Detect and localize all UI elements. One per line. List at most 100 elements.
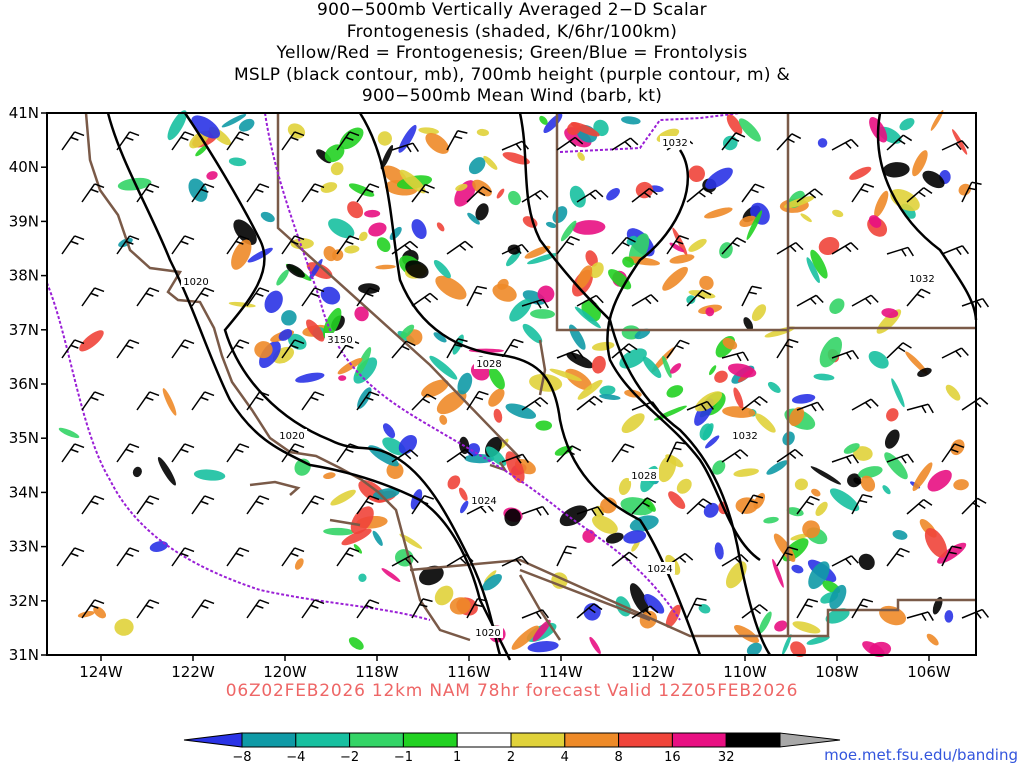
frontogenesis-cell (758, 611, 772, 634)
wind-barb (246, 495, 270, 515)
wind-barb (941, 443, 965, 463)
frontogenesis-cell (188, 178, 208, 202)
wind-barb (776, 133, 802, 151)
wind-barb (776, 242, 804, 255)
wind-barb (411, 598, 433, 619)
credit-link[interactable]: moe.met.fsu.edu/banding (824, 746, 1018, 764)
frontogenesis-cell (819, 336, 843, 368)
wind-barb (941, 140, 969, 151)
frontogenesis-cell (789, 406, 805, 427)
frontogenesis-cell (511, 625, 539, 650)
colorbar-label: 1 (453, 750, 461, 765)
frontogenesis-cell (583, 603, 601, 621)
lat-label: 40N (9, 158, 39, 176)
colorbar-box (671, 732, 727, 748)
frontogenesis-cell (746, 210, 763, 241)
frontogenesis-cell (433, 260, 451, 279)
mslp-contour-label: 1028 (476, 359, 501, 370)
frontogenesis-cell (354, 306, 369, 322)
wind-barb (81, 391, 105, 411)
frontogenesis-cell (508, 190, 521, 206)
mslp-contour-label: 1032 (732, 431, 757, 442)
frontogenesis-cell (567, 122, 581, 136)
frontogenesis-cell (881, 308, 899, 318)
frontogenesis-cell (629, 583, 649, 614)
wind-barb (886, 453, 915, 464)
frontogenesis-cell (722, 135, 738, 151)
frontogenesis-cell (774, 620, 788, 632)
wind-barb (886, 547, 910, 567)
frontogenesis-cell (810, 249, 828, 279)
frontogenesis-cell (281, 310, 297, 326)
frontogenesis-cell (585, 250, 598, 267)
frontogenesis-cell (576, 265, 593, 289)
wind-barb (721, 132, 746, 151)
frontogenesis-cell (324, 144, 345, 163)
frontogenesis-cell (167, 110, 187, 141)
frontogenesis-cell (791, 564, 804, 574)
frontogenesis-cell (530, 309, 556, 319)
wind-barb (171, 131, 195, 151)
wind-barb (356, 599, 380, 619)
colorbar: −8 −4 −2 −1 1 2 4 8 16 32 (183, 732, 841, 765)
frontogenesis-cell (93, 606, 107, 619)
frontogenesis-cell (733, 387, 744, 409)
mslp-contour-label: 1028 (631, 471, 656, 482)
frontogenesis-cell (714, 542, 724, 560)
frontogenesis-cell (849, 166, 872, 180)
wind-barb (191, 495, 215, 515)
frontogenesis-cell (705, 307, 715, 317)
frontogenesis-cell (447, 475, 461, 490)
wind-barb (301, 287, 325, 307)
frontogenesis-cell (727, 363, 757, 378)
frontogenesis-cell (605, 532, 624, 544)
lon-label: 106W (907, 663, 951, 681)
frontogenesis-cell (330, 489, 356, 506)
wind-barb (906, 498, 933, 515)
wind-barb (721, 449, 749, 463)
frontogenesis-cell (162, 388, 177, 416)
lat-label: 41N (9, 104, 39, 122)
frontogenesis-cell (344, 245, 360, 254)
wind-barb (666, 235, 690, 255)
frontogenesis-cell (330, 162, 344, 176)
colorbar-label: −1 (394, 750, 413, 765)
frontogenesis-cell (668, 491, 686, 509)
frontogenesis-cell (722, 406, 756, 418)
wind-barb (116, 131, 140, 151)
frontogenesis-cell (358, 573, 367, 582)
frontogenesis-cell (695, 391, 723, 412)
wind-barb (171, 339, 195, 359)
wind-barb (116, 443, 140, 463)
frontogenesis-cell (228, 157, 247, 167)
frontogenesis-cell (712, 460, 726, 475)
frontogenesis-cell (527, 641, 559, 653)
frontogenesis-cell (912, 462, 933, 492)
frontogenesis-cell (829, 584, 847, 610)
lon-label: 114W (539, 663, 583, 681)
frontogenesis-cell (294, 458, 311, 476)
frontogenesis-cell (574, 306, 601, 329)
frontogenesis-cell (879, 605, 907, 626)
frontogenesis-cell (496, 188, 505, 199)
frontogenesis-cell (665, 604, 681, 628)
frontogenesis-cell (592, 515, 618, 534)
frontogenesis-cell (320, 286, 341, 305)
frontogenesis-cell (818, 236, 840, 256)
wind-barb (631, 401, 660, 412)
frontogenesis-cell (606, 187, 620, 201)
wind-barb (281, 131, 305, 151)
frontogenesis-cell (569, 185, 586, 208)
frontogenesis-cell (399, 533, 423, 549)
frontogenesis-cell (751, 304, 767, 322)
frontogenesis-cell (398, 434, 418, 455)
title-line-1: 900−500mb Vertically Averaged 2−D Scalar (317, 0, 707, 20)
wind-barb (81, 599, 105, 619)
frontogenesis-cell (233, 219, 257, 245)
frontogenesis-cell (705, 167, 733, 189)
frontogenesis-cell (552, 206, 568, 224)
wind-barb (776, 448, 804, 463)
wind-barb (411, 292, 439, 307)
frontogenesis-cell (231, 239, 252, 270)
